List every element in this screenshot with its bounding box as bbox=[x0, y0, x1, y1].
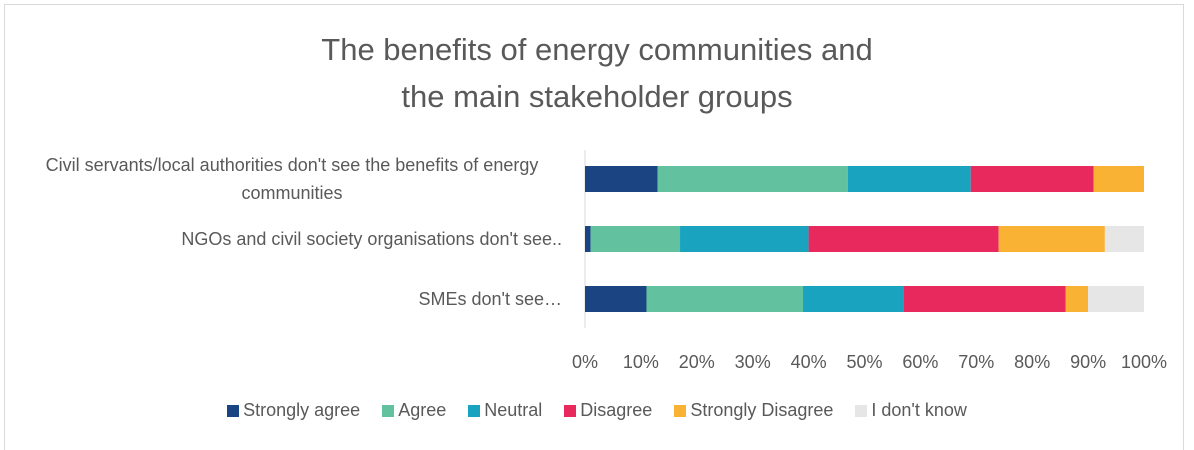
bar-segment bbox=[1104, 226, 1144, 252]
bar-segment bbox=[590, 226, 681, 252]
legend-item: I don't know bbox=[855, 400, 967, 421]
x-tick-label: 20% bbox=[678, 352, 715, 372]
x-tick-label: 80% bbox=[1014, 352, 1051, 372]
bar-segment bbox=[1065, 286, 1089, 312]
legend-item: Strongly agree bbox=[227, 400, 360, 421]
y-tick-label: Civil servants/local authorities don't s… bbox=[2, 151, 562, 207]
legend: Strongly agree Agree Neutral Disagree Strong… bbox=[0, 400, 1194, 421]
legend-swatch bbox=[227, 404, 240, 417]
y-tick-text: NGOs and civil society organisations don… bbox=[181, 229, 562, 249]
legend-item: Agree bbox=[382, 400, 446, 421]
bar-segment bbox=[808, 226, 999, 252]
bar-segment bbox=[657, 166, 848, 192]
bar-segment bbox=[585, 226, 591, 252]
legend-label: Strongly agree bbox=[243, 400, 361, 420]
bar-segment bbox=[646, 286, 804, 312]
legend-label: Strongly Disagree bbox=[690, 400, 834, 420]
x-tick-label: 90% bbox=[1070, 352, 1107, 372]
y-tick-text: Civil servants/local authorities don't s… bbox=[45, 155, 539, 203]
y-tick-label: SMEs don't see… bbox=[2, 285, 563, 313]
bar-segment bbox=[585, 286, 647, 312]
bar-segment bbox=[803, 286, 904, 312]
legend-swatch bbox=[564, 404, 577, 417]
legend-label: Neutral bbox=[484, 400, 543, 420]
x-tick-label: 40% bbox=[790, 352, 827, 372]
y-tick-text: SMEs don't see… bbox=[418, 289, 563, 309]
legend-item: Disagree bbox=[564, 400, 652, 421]
legend-swatch bbox=[674, 404, 687, 417]
legend-swatch bbox=[382, 404, 395, 417]
bar-segment bbox=[680, 226, 809, 252]
legend-label: Agree bbox=[398, 400, 447, 420]
y-tick-label: NGOs and civil society organisations don… bbox=[2, 225, 562, 253]
bar-segment bbox=[1093, 166, 1144, 192]
x-tick-label: 100% bbox=[1120, 352, 1168, 372]
bar-segment bbox=[998, 226, 1105, 252]
x-tick-label: 0% bbox=[571, 352, 599, 372]
bar-segment bbox=[585, 166, 658, 192]
legend-label: I don't know bbox=[871, 400, 967, 420]
bar-segment bbox=[903, 286, 1066, 312]
legend-item: Neutral bbox=[468, 400, 542, 421]
legend-label: Disagree bbox=[580, 400, 653, 420]
x-tick-label: 70% bbox=[958, 352, 995, 372]
chart-border bbox=[4, 4, 1184, 450]
x-tick-label: 30% bbox=[734, 352, 771, 372]
x-tick-label: 60% bbox=[902, 352, 939, 372]
x-tick-label: 50% bbox=[846, 352, 883, 372]
bar-segment bbox=[970, 166, 1094, 192]
bar-segment bbox=[847, 166, 971, 192]
legend-swatch bbox=[468, 404, 481, 417]
x-tick-label: 10% bbox=[622, 352, 659, 372]
chart-title: The benefits of energy communities and t… bbox=[321, 32, 873, 114]
legend-item: Strongly Disagree bbox=[674, 400, 833, 421]
bar-segment bbox=[1088, 286, 1144, 312]
legend-swatch bbox=[855, 404, 868, 417]
